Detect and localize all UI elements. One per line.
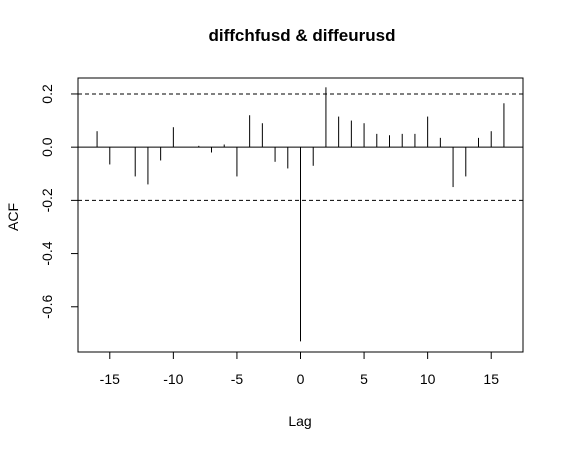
x-axis-label: Lag bbox=[288, 413, 311, 429]
chart-title: diffchfusd & diffeurusd bbox=[209, 26, 396, 45]
y-tick-label: 0.2 bbox=[39, 84, 55, 104]
x-tick-label: -10 bbox=[163, 371, 183, 387]
x-tick-label: 5 bbox=[360, 371, 368, 387]
x-tick-label: -5 bbox=[231, 371, 244, 387]
x-tick-label: 10 bbox=[420, 371, 436, 387]
y-tick-label: -0.6 bbox=[39, 295, 55, 319]
x-axis: -15 -10 -5 0 5 10 15 bbox=[100, 351, 499, 387]
x-tick-label: -15 bbox=[100, 371, 120, 387]
y-tick-label: -0.4 bbox=[39, 241, 55, 265]
x-tick-label: 15 bbox=[483, 371, 499, 387]
y-tick-label: 0.0 bbox=[39, 137, 55, 157]
y-tick-label: -0.2 bbox=[39, 188, 55, 212]
acf-spikes bbox=[96, 87, 505, 342]
x-tick-label: 0 bbox=[297, 371, 305, 387]
y-axis: -0.6 -0.4 -0.2 0.0 0.2 bbox=[39, 84, 79, 319]
y-axis-label: ACF bbox=[5, 203, 21, 231]
